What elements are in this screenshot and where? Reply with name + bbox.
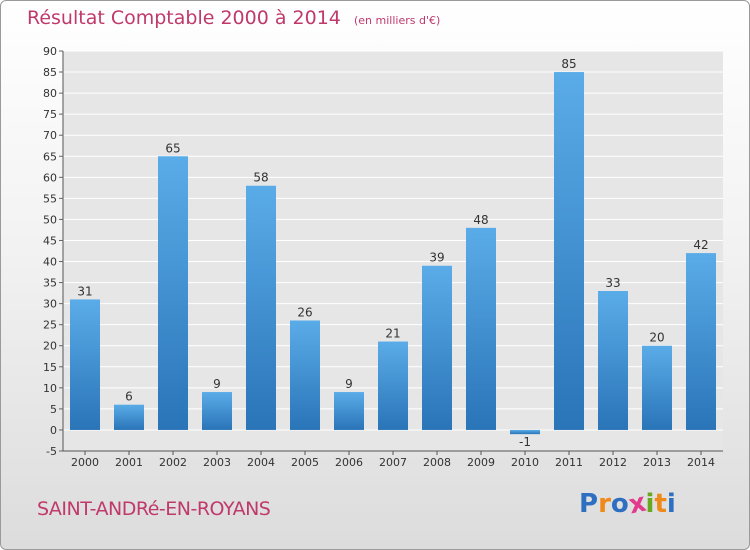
data-label: 85: [561, 57, 576, 71]
logo-letter: i: [645, 489, 655, 519]
data-label: 9: [213, 377, 221, 391]
x-tick-label: 2006: [335, 456, 363, 469]
y-tick-label: -5: [46, 445, 57, 458]
x-tick-label: 2002: [159, 456, 187, 469]
bar: [510, 429, 540, 435]
logo-letter: P: [579, 489, 599, 519]
y-tick-label: 20: [43, 340, 57, 353]
x-tick-label: 2000: [71, 456, 99, 469]
y-tick-label: 75: [43, 108, 57, 121]
x-tick-label: 2001: [115, 456, 143, 469]
y-tick-label: 30: [43, 298, 57, 311]
data-label: 33: [605, 276, 620, 290]
bar: [598, 291, 628, 430]
data-label: -1: [519, 435, 531, 449]
x-tick-label: 2009: [467, 456, 495, 469]
y-tick-label: 25: [43, 319, 57, 332]
y-tick-label: 10: [43, 382, 57, 395]
bar: [466, 227, 496, 430]
logo-letter: o: [610, 489, 629, 519]
x-tick-label: 2010: [511, 456, 539, 469]
bar: [422, 265, 452, 430]
y-tick-label: 45: [43, 234, 57, 247]
chart-title: Résultat Comptable 2000 à 2014: [27, 7, 341, 29]
chart-title-block: Résultat Comptable 2000 à 2014 (en milli…: [27, 7, 440, 29]
y-tick-label: 5: [50, 403, 57, 416]
data-label: 58: [253, 171, 268, 185]
y-tick-label: 90: [43, 45, 57, 58]
x-tick-label: 2004: [247, 456, 275, 469]
data-label: 21: [385, 327, 400, 341]
data-label: 9: [345, 377, 353, 391]
y-tick-label: 70: [43, 129, 57, 142]
bar: [70, 299, 100, 430]
x-tick-label: 2012: [599, 456, 627, 469]
bar: [334, 392, 364, 430]
y-tick-label: 55: [43, 192, 57, 205]
y-tick-label: 50: [43, 213, 57, 226]
bar: [290, 320, 320, 430]
proxiti-logo: Proxiti: [579, 488, 676, 521]
x-tick-label: 2003: [203, 456, 231, 469]
commune-name: SAINT-ANDRé-EN-ROYANS: [37, 498, 271, 520]
y-tick-label: 40: [43, 256, 57, 269]
data-label: 31: [77, 284, 92, 298]
x-tick-label: 2014: [687, 456, 715, 469]
bar: [686, 253, 716, 430]
bar: [114, 404, 144, 430]
y-tick-label: 0: [50, 424, 57, 437]
data-label: 42: [693, 238, 708, 252]
data-label: 65: [165, 141, 180, 155]
logo-letter: t: [654, 489, 667, 519]
data-label: 48: [473, 213, 488, 227]
bar: [642, 345, 672, 430]
y-tick-label: 80: [43, 87, 57, 100]
bar: [378, 341, 408, 430]
y-tick-label: 85: [43, 66, 57, 79]
x-tick-label: 2007: [379, 456, 407, 469]
data-label: 6: [125, 390, 133, 404]
y-tick-label: 35: [43, 277, 57, 290]
y-tick-label: 60: [43, 171, 57, 184]
x-tick-label: 2013: [643, 456, 671, 469]
bar: [158, 156, 188, 430]
data-label: 20: [649, 331, 664, 345]
logo-letter: i: [666, 489, 676, 519]
x-tick-label: 2008: [423, 456, 451, 469]
data-label: 39: [429, 251, 444, 265]
x-tick-label: 2011: [555, 456, 583, 469]
chart-unit: (en milliers d'€): [353, 14, 441, 27]
bar: [246, 185, 276, 430]
y-tick-label: 15: [43, 361, 57, 374]
logo-letter: r: [598, 489, 611, 519]
data-label: 26: [297, 305, 312, 319]
x-tick-label: 2005: [291, 456, 319, 469]
bar: [554, 72, 584, 430]
y-tick-label: 65: [43, 150, 57, 163]
bar: [202, 392, 232, 430]
